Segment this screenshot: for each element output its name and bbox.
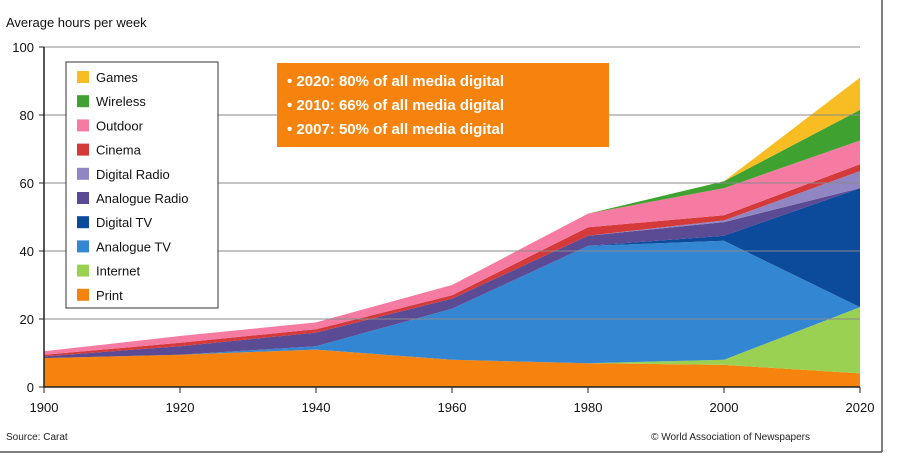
callout-background	[277, 63, 609, 147]
area-analogue-tv	[44, 240, 860, 364]
x-tick-label: 2020	[846, 400, 875, 415]
legend-swatch-cinema	[77, 143, 89, 156]
credit-note: © World Association of Newspapers	[651, 432, 810, 443]
legend-label-internet: Internet	[96, 264, 140, 279]
legend-label-cinema: Cinema	[96, 143, 142, 158]
legend-label-wireless: Wireless	[96, 94, 146, 109]
x-tick-label: 1980	[574, 400, 603, 415]
legend-swatch-wireless	[77, 95, 89, 108]
x-tick-label: 1920	[166, 400, 195, 415]
x-tick-label: 1900	[30, 400, 59, 415]
x-tick-label: 1960	[438, 400, 467, 415]
legend-swatch-digital-tv	[77, 216, 89, 229]
legend: Games Wireless Outdoor Cinema Digital Radio A…	[65, 61, 219, 309]
legend-swatch-analogue-tv	[77, 240, 89, 253]
y-tick-label: 0	[27, 380, 34, 395]
y-tick-label: 80	[20, 108, 34, 123]
y-tick-label: 20	[20, 312, 34, 327]
area-print	[44, 349, 860, 387]
y-tick-label: 60	[20, 176, 34, 191]
area-analogue-radio	[44, 188, 860, 359]
legend-swatch-print	[77, 288, 89, 301]
legend-label-digital-radio: Digital Radio	[96, 167, 170, 182]
legend-label-analogue-tv: Analogue TV	[96, 239, 171, 254]
source-note: Source: Carat	[6, 432, 68, 443]
legend-box	[65, 61, 219, 309]
legend-label-digital-tv: Digital TV	[96, 215, 152, 230]
x-tick-label: 2000	[710, 400, 739, 415]
legend-label-print: Print	[96, 288, 123, 303]
legend-swatch-internet	[77, 264, 89, 277]
legend-swatch-outdoor	[77, 119, 89, 132]
callout-line: • 2007: 50% of all media digital	[287, 121, 504, 138]
y-tick-label: 40	[20, 244, 34, 259]
y-axis-label: Average hours per week	[6, 15, 147, 30]
area-internet	[44, 307, 860, 374]
axes-layer: 0 20 40 60 80 100 1900 1920 1940 1960 1980 2000 2020	[0, 0, 883, 453]
area-layer	[44, 77, 860, 387]
callout-line: • 2020: 80% of all media digital	[287, 73, 504, 90]
x-tick-label: 1940	[302, 400, 331, 415]
legend-label-analogue-radio: Analogue Radio	[96, 191, 189, 206]
legend-swatch-analogue-radio	[77, 192, 89, 204]
legend-swatch-digital-radio	[77, 167, 89, 180]
callout-box: • 2020: 80% of all media digital • 2010: …	[277, 63, 609, 147]
y-tick-label: 100	[12, 40, 34, 55]
legend-label-outdoor: Outdoor	[96, 118, 144, 133]
callout-line: • 2010: 66% of all media digital	[287, 97, 504, 114]
legend-swatch-games	[77, 71, 89, 83]
legend-label-games: Games	[96, 70, 138, 85]
